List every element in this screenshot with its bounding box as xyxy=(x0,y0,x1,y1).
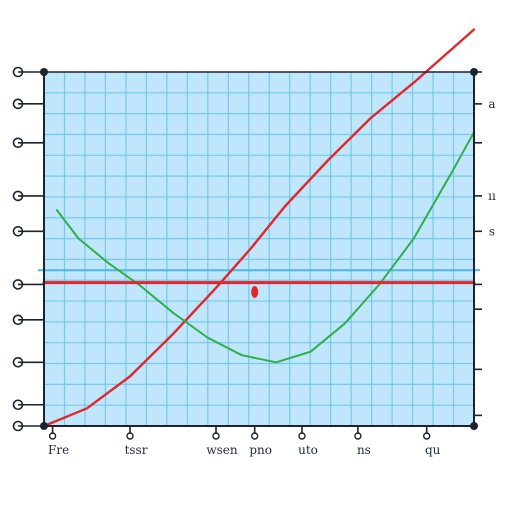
y-tick-label-right: ıı xyxy=(488,189,496,203)
y-tick-left-knob xyxy=(12,420,24,432)
x-tick-label: pno xyxy=(249,443,272,457)
grid-lines xyxy=(44,72,474,426)
y-tick-left-knob xyxy=(12,98,24,110)
x-tick-label: tssr xyxy=(125,443,148,457)
tick-labels: Fre tssr wsen pno uto ns qu a ıı s xyxy=(48,97,496,457)
axes xyxy=(40,68,478,430)
y-tick-left-knob xyxy=(12,190,24,202)
x-tick-knob xyxy=(298,432,306,440)
x-tick-knob xyxy=(126,432,134,440)
y-tick-left-knob xyxy=(12,66,24,78)
x-tick-label: qu xyxy=(425,443,441,457)
y-tick-left-knob xyxy=(12,137,24,149)
x-tick-knob xyxy=(250,432,259,440)
y-tick-left-knob xyxy=(12,279,24,290)
y-tick-left-knob xyxy=(12,226,24,237)
x-tick-knob xyxy=(212,432,220,440)
intersection-marker xyxy=(251,285,259,298)
ticks xyxy=(12,66,482,440)
series-line-1 xyxy=(42,28,476,428)
x-tick-knob xyxy=(354,432,362,440)
series-group xyxy=(42,28,476,428)
axis-corner-dot xyxy=(470,422,478,430)
x-tick-knob xyxy=(48,432,57,440)
series-line-2 xyxy=(55,131,475,364)
x-tick-label: uto xyxy=(298,443,318,457)
y-tick-left-knob xyxy=(12,399,24,411)
x-tick-label: wsen xyxy=(206,443,238,457)
y-tick-left-knob xyxy=(12,356,24,368)
plot-background xyxy=(44,72,474,426)
y-tick-label-right: a xyxy=(488,97,495,111)
x-tick-label: ns xyxy=(357,443,371,457)
y-tick-left-knob xyxy=(12,314,24,326)
x-tick-knob xyxy=(423,432,431,440)
x-tick-label: Fre xyxy=(48,443,69,457)
y-tick-label-right: s xyxy=(489,224,495,238)
